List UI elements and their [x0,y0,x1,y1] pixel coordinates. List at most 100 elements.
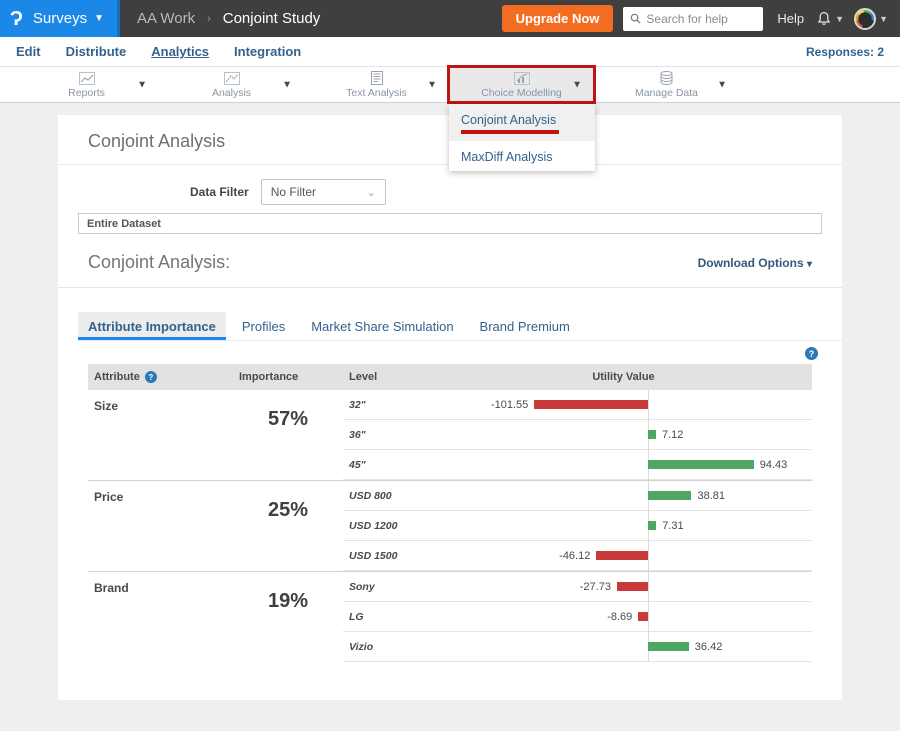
level-row: LG -8.69 [343,602,812,632]
level-label: 36" [349,429,366,441]
utility-value-label: -27.73 [579,581,611,593]
chevron-down-icon[interactable]: ▼ [427,79,437,90]
utility-bar [616,582,648,591]
page-title: Conjoint Analysis [88,131,226,151]
utility-bar-cell: 7.12 [435,420,812,450]
attribute-group-row: Size 57% 32" -101.55 36" 7.12 45" 94.43 [88,390,812,480]
col-importance: Importance [239,371,299,383]
dataset-label: Entire Dataset [87,217,161,230]
upgrade-now-button[interactable]: Upgrade Now [501,5,614,32]
utility-value-label: 94.43 [759,459,788,471]
axis-line [648,572,649,602]
level-row: 45" 94.43 [343,450,812,480]
utility-value-label: -101.55 [490,399,529,411]
utility-bar [648,460,754,469]
help-icon[interactable]: ? [805,347,818,360]
surveys-menu[interactable]: Ɂ Surveys ▼ [0,0,120,37]
data-filter-label: Data Filter [190,185,249,199]
utility-value-label: 7.31 [662,520,684,532]
utility-value-label: 38.81 [697,490,725,502]
tab-market-share-simulation[interactable]: Market Share Simulation [311,319,454,334]
chevron-down-icon: ⌄ [366,186,376,199]
notifications-button[interactable]: ▼ [816,11,844,27]
conjoint-table-body: Size 57% 32" -101.55 36" 7.12 45" 94.43 Price 25%… [88,390,812,662]
help-link[interactable]: Help [777,11,805,26]
questionpro-logo-icon: Ɂ [10,7,23,30]
responses-count[interactable]: Responses: 2 [805,44,884,59]
chevron-down-icon[interactable]: ▼ [282,79,292,90]
dropdown-item-conjoint-analysis[interactable]: Conjoint Analysis [449,104,595,141]
utility-bar-cell: -46.12 [435,541,812,571]
survey-subnav: Edit Distribute Analytics Integration Re… [0,37,900,66]
document-icon [370,70,383,85]
attribute-group-row: Brand 19% Sony -27.73 LG -8.69 Vizio 36.42 [88,571,812,662]
chevron-down-icon[interactable]: ▼ [572,79,582,90]
toolbar-item-analysis[interactable]: Analysis ▼ [159,67,304,102]
bar-line-chart-icon [513,71,530,85]
divider [58,287,842,288]
utility-bar-cell: -8.69 [435,602,812,632]
dataset-scope-box: Entire Dataset [78,213,822,234]
help-search[interactable] [623,6,764,31]
dropdown-item-maxdiff-analysis[interactable]: MaxDiff Analysis [461,150,553,164]
bell-icon [818,11,831,25]
level-row: USD 800 38.81 [343,481,812,511]
toolbar-item-choice-modelling[interactable]: Choice Modelling ▼ [447,65,596,104]
tab-brand-premium[interactable]: Brand Premium [479,319,570,334]
data-filter-value: No Filter [270,185,317,199]
col-utility-value: Utility Value [592,371,655,383]
chevron-down-icon[interactable]: ▼ [137,79,147,90]
toolbar-item-manage-data[interactable]: Manage Data ▼ [594,67,739,102]
breadcrumb-parent[interactable]: AA Work [137,10,196,27]
toolbar-item-text-analysis[interactable]: Text Analysis ▼ [304,67,449,102]
level-label: USD 1200 [349,520,398,532]
axis-line [648,602,649,632]
chevron-down-icon: ▼ [879,13,888,24]
chevron-down-icon: ▼ [835,13,845,24]
axis-line [648,541,649,571]
breadcrumb: AA Work › Conjoint Study [137,10,320,27]
tab-profiles[interactable]: Profiles [241,319,286,334]
analytics-toolbar: Reports ▼ Analysis ▼ Text Analysis ▼ Cho… [0,65,900,171]
utility-bar-cell: 36.42 [435,632,812,662]
download-options-button[interactable]: Download Options ▾ [697,255,812,270]
product-name: Surveys [32,10,88,27]
analysis-tabs: Attribute Importance Profiles Market Sha… [78,312,842,341]
subnav-item-edit[interactable]: Edit [16,44,41,59]
utility-value-label: -46.12 [559,550,591,562]
attribute-help-icon[interactable]: ? [144,371,157,383]
level-row: 32" -101.55 [343,390,812,420]
utility-bar-cell: 94.43 [435,450,812,480]
search-input[interactable] [646,11,757,26]
utility-value-label: 36.42 [694,641,723,653]
attribute-name: Price [94,490,124,504]
table-header-row: Attribute ? Importance Level Utility Val… [88,364,812,390]
level-label: USD 1500 [349,550,398,562]
top-header: Ɂ Surveys ▼ AA Work › Conjoint Study Upg… [0,0,900,37]
axis-line [648,390,649,420]
level-label: LG [349,611,364,623]
tab-attribute-importance[interactable]: Attribute Importance [78,312,226,340]
data-filter-select[interactable]: No Filter ⌄ [260,179,386,205]
chevron-down-icon: ▾ [806,258,812,270]
utility-value-label: 7.12 [661,429,684,441]
toolbar-item-reports[interactable]: Reports ▼ [14,67,159,102]
search-icon [631,13,641,24]
utility-bar [648,521,657,530]
chevron-down-icon[interactable]: ▼ [717,79,727,90]
utility-bar [534,400,648,409]
subnav-item-distribute[interactable]: Distribute [65,44,127,59]
conjoint-table: Attribute ? Importance Level Utility Val… [88,364,812,662]
account-menu[interactable]: ▼ [854,7,888,30]
importance-value: 19% [267,590,309,612]
level-row: USD 1500 -46.12 [343,541,812,571]
subnav-item-analytics[interactable]: Analytics [151,44,210,59]
subnav-item-integration[interactable]: Integration [234,44,302,59]
utility-bar-cell: -27.73 [435,572,812,602]
chevron-down-icon: ▼ [94,13,104,24]
annotation-red-underline [461,130,559,134]
utility-bar-cell: 38.81 [435,481,812,511]
utility-bar-cell: 7.31 [435,511,812,541]
level-label: Vizio [349,641,374,653]
utility-bar [648,642,689,651]
